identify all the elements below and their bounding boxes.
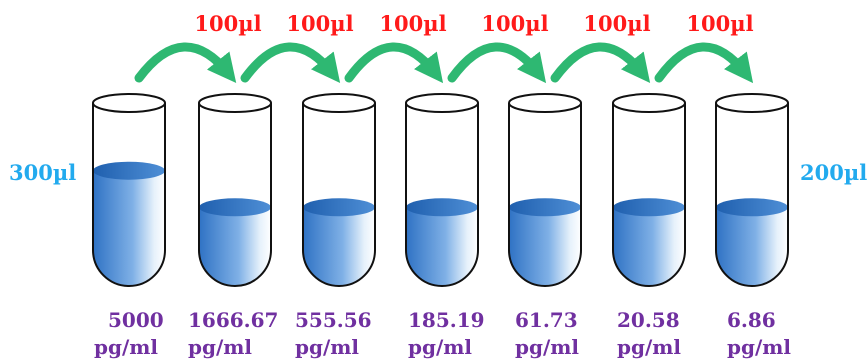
liquid (199, 207, 271, 286)
liquid (93, 170, 165, 286)
transfer-volume-label: 100µl (379, 11, 446, 36)
test-tube (92, 93, 166, 287)
transfer-volume-label: 100µl (286, 11, 353, 36)
concentration-value: 6.86 (727, 308, 776, 332)
tube-wall (405, 103, 479, 287)
tube-wall (715, 103, 789, 287)
concentration-value: 1666.67 (188, 308, 278, 332)
transfer-labels: 100µl 100µl 100µl 100µl 100µl 100µl (194, 11, 753, 36)
tube-rim (508, 93, 582, 113)
tube-wall (612, 103, 686, 287)
tube-rim (198, 93, 272, 113)
test-tube (405, 93, 479, 287)
initial-volume-label: 300µl (9, 160, 76, 185)
concentration-unit: pg/ml (295, 335, 359, 359)
test-tube (715, 93, 789, 287)
transfer-arrow (240, 42, 341, 84)
liquid-surface (509, 198, 581, 217)
transfer-volume-label: 100µl (686, 11, 753, 36)
concentration-value: 5000 (108, 308, 164, 332)
liquid (406, 207, 478, 286)
final-volume-label: 200µl (800, 160, 867, 185)
liquid-surface (613, 198, 685, 217)
concentration-unit: pg/ml (188, 335, 252, 359)
tube-wall (92, 103, 166, 287)
tube-rim (405, 93, 479, 113)
concentration-labels: 5000 pg/ml 1666.67 pg/ml 555.56 pg/ml 185.19 pg… (94, 308, 791, 359)
tube-rim (612, 93, 686, 113)
liquid (509, 207, 581, 286)
transfer-volume-label: 100µl (481, 11, 548, 36)
transfer-arrows (134, 42, 754, 84)
test-tube (198, 93, 272, 287)
liquid (716, 207, 788, 286)
liquid (303, 207, 375, 286)
test-tube (508, 93, 582, 287)
tube-rim (715, 93, 789, 113)
transfer-arrow (447, 42, 547, 84)
transfer-volume-label: 100µl (194, 11, 261, 36)
concentration-unit: pg/ml (727, 335, 791, 359)
liquid-surface (199, 198, 271, 217)
tube-wall (302, 103, 376, 287)
concentration-value: 555.56 (295, 308, 372, 332)
transfer-arrow (344, 42, 444, 84)
concentration-unit: pg/ml (617, 335, 681, 359)
concentration-unit: pg/ml (408, 335, 472, 359)
transfer-arrow (550, 42, 651, 84)
tubes (92, 93, 789, 287)
concentration-value: 185.19 (408, 308, 485, 332)
liquid-surface (716, 198, 788, 217)
tube-wall (198, 103, 272, 287)
test-tube (612, 93, 686, 287)
concentration-value: 20.58 (617, 308, 680, 332)
liquid-surface (93, 161, 165, 180)
tube-rim (92, 93, 166, 113)
transfer-arrow (134, 42, 237, 83)
concentration-value: 61.73 (515, 308, 578, 332)
concentration-unit: pg/ml (515, 335, 579, 359)
liquid-surface (303, 198, 375, 217)
liquid-surface (406, 198, 478, 217)
transfer-volume-label: 100µl (583, 11, 650, 36)
concentration-unit: pg/ml (94, 335, 158, 359)
liquid (613, 207, 685, 286)
tube-wall (508, 103, 582, 287)
tube-rim (302, 93, 376, 113)
test-tube (302, 93, 376, 287)
transfer-arrow (654, 42, 754, 84)
